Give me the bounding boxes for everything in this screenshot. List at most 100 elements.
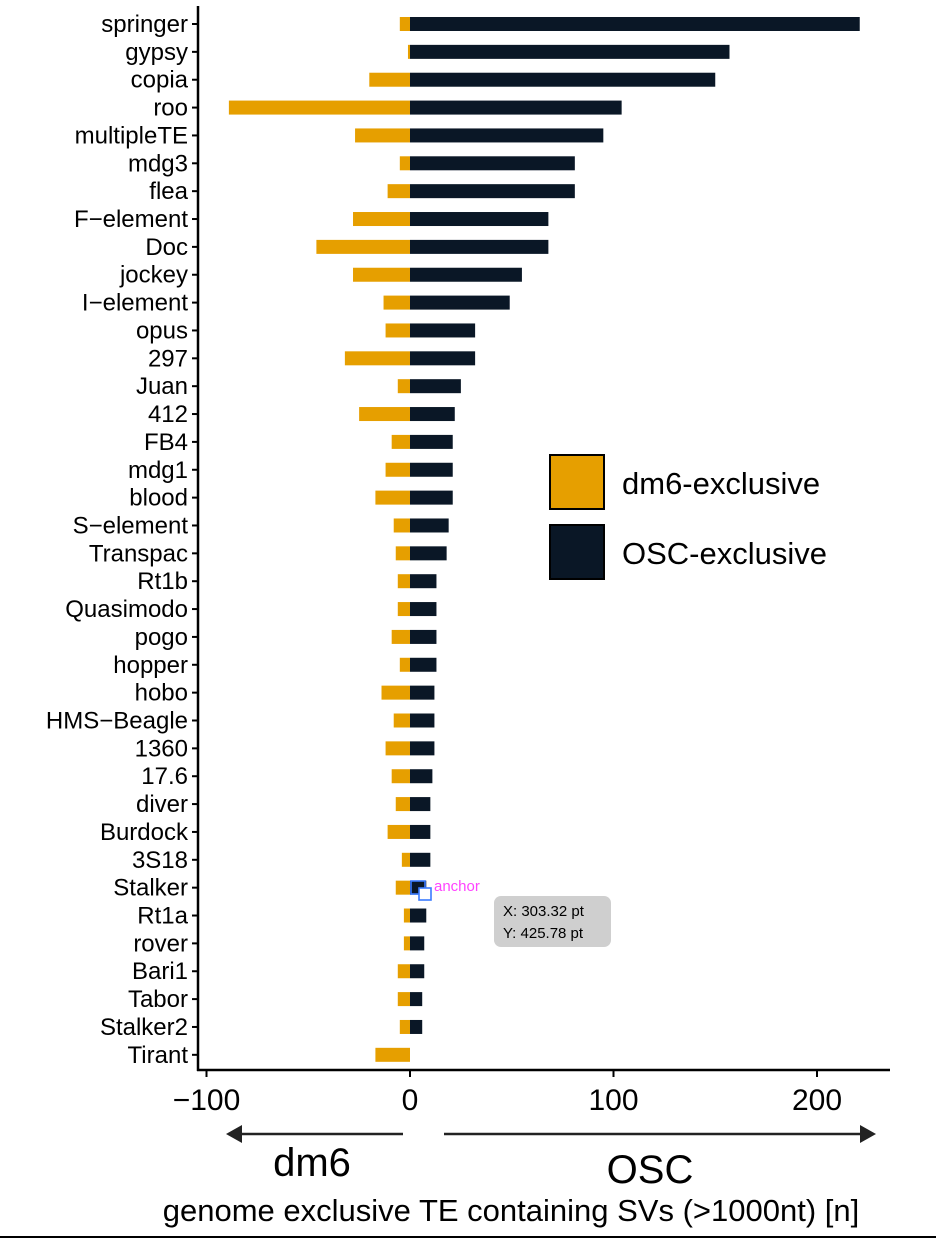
y-tick-label: Transpac: [89, 540, 188, 567]
bar-osc-25: [410, 713, 435, 728]
bar-osc-24: [410, 685, 435, 700]
bar-dm6-17: [375, 490, 410, 505]
y-tick-label: 297: [148, 345, 188, 372]
y-tick-label: HMS−Beagle: [46, 708, 188, 735]
bar-dm6-4: [355, 128, 410, 143]
y-tick-label: F−element: [74, 206, 188, 233]
bar-dm6-9: [353, 267, 410, 282]
bar-dm6-27: [391, 769, 410, 784]
tooltip-y-readout: Y: 425.78 pt: [503, 925, 584, 942]
anchor-label: anchor: [434, 878, 480, 895]
bar-dm6-29: [387, 824, 410, 839]
bar-osc-12: [410, 351, 476, 366]
anchor-handle[interactable]: [418, 887, 432, 901]
y-tick-label: Doc: [145, 234, 188, 261]
y-tick-label: 17.6: [141, 763, 188, 790]
bar-osc-5: [410, 156, 575, 171]
bar-osc-29: [410, 824, 431, 839]
y-tick-label: Stalker2: [100, 1014, 188, 1041]
bar-osc-14: [410, 407, 455, 422]
legend-label-dm6: dm6-exclusive: [622, 466, 820, 501]
bar-osc-28: [410, 797, 431, 812]
y-tick-label: Tirant: [128, 1042, 189, 1069]
y-tick-label: flea: [149, 178, 188, 205]
y-tick-label: pogo: [135, 624, 188, 651]
y-tick-label: Quasimodo: [65, 596, 188, 623]
x-tick-label: 100: [588, 1084, 638, 1117]
bar-dm6-12: [344, 351, 410, 366]
bar-dm6-13: [397, 379, 410, 394]
bar-osc-7: [410, 212, 549, 227]
bar-dm6-10: [383, 295, 410, 310]
bar-dm6-18: [393, 518, 410, 533]
y-tick-label: Rt1a: [137, 903, 188, 930]
y-tick-label: mdg3: [128, 150, 188, 177]
tooltip-x-readout: X: 303.32 pt: [503, 903, 585, 920]
direction-label-dm6: dm6: [273, 1141, 351, 1185]
bar-dm6-15: [391, 434, 410, 449]
bar-dm6-32: [403, 908, 410, 923]
y-tick-label: 1360: [135, 735, 188, 762]
arrow-left-head-icon: [226, 1125, 242, 1143]
y-tick-label: rover: [133, 930, 188, 957]
y-tick-label: Stalker: [113, 875, 188, 902]
bar-osc-1: [410, 44, 730, 59]
legend-swatch-osc: [549, 524, 605, 580]
bar-dm6-21: [397, 602, 410, 617]
bar-osc-6: [410, 184, 575, 199]
bar-dm6-8: [316, 239, 410, 254]
bar-dm6-0: [399, 17, 410, 31]
bar-osc-36: [410, 1019, 423, 1034]
y-tick-label: I−element: [82, 290, 188, 317]
bar-osc-34: [410, 964, 425, 979]
y-tick-label: Tabor: [128, 986, 188, 1013]
bar-dm6-24: [381, 685, 410, 700]
bar-dm6-36: [399, 1019, 410, 1034]
direction-label-osc: OSC: [607, 1148, 694, 1192]
bar-dm6-30: [401, 852, 410, 867]
bar-dm6-19: [395, 546, 410, 561]
y-tick-label: jockey: [119, 262, 188, 289]
bar-osc-16: [410, 462, 453, 477]
bar-osc-20: [410, 574, 437, 589]
y-tick-label: 412: [148, 401, 188, 428]
bar-dm6-16: [385, 462, 410, 477]
bar-dm6-28: [395, 797, 410, 812]
bar-osc-22: [410, 629, 437, 644]
bar-osc-30: [410, 852, 431, 867]
y-tick-label: gypsy: [125, 39, 188, 66]
y-tick-label: roo: [153, 95, 188, 122]
anchor-overlay[interactable]: anchor: [410, 878, 480, 901]
bar-dm6-37: [375, 1047, 410, 1062]
y-tick-label: mdg1: [128, 457, 188, 484]
y-tick-label: Juan: [136, 373, 188, 400]
bar-dm6-3: [228, 100, 410, 115]
y-tick-label: blood: [129, 485, 188, 512]
bar-osc-27: [410, 769, 433, 784]
y-tick-label: Burdock: [100, 819, 189, 846]
bar-dm6-34: [397, 964, 410, 979]
x-tick-label: 0: [402, 1084, 419, 1117]
legend-swatch-dm6: [549, 454, 605, 510]
y-tick-label: copia: [131, 67, 189, 94]
bar-osc-3: [410, 100, 622, 115]
bar-dm6-7: [353, 212, 410, 227]
direction-arrows: dm6 OSC: [226, 1125, 876, 1192]
y-tick-label: opus: [136, 317, 188, 344]
bar-dm6-23: [399, 657, 410, 672]
x-tick-label: −100: [173, 1084, 241, 1117]
y-tick-label: diver: [136, 791, 188, 818]
bar-osc-32: [410, 908, 427, 923]
x-ticks: −100 0 100 200: [173, 1070, 842, 1117]
bar-osc-15: [410, 434, 453, 449]
x-tick-label: 200: [792, 1084, 842, 1117]
bar-osc-2: [410, 72, 716, 87]
coordinate-tooltip: X: 303.32 pt Y: 425.78 pt: [494, 896, 611, 947]
y-tick-label: Rt1b: [137, 568, 188, 595]
y-tick-label: Bari1: [132, 958, 188, 985]
bar-dm6-1: [407, 44, 410, 59]
bar-dm6-33: [403, 936, 410, 951]
bar-osc-17: [410, 490, 453, 505]
bar-dm6-22: [391, 629, 410, 644]
